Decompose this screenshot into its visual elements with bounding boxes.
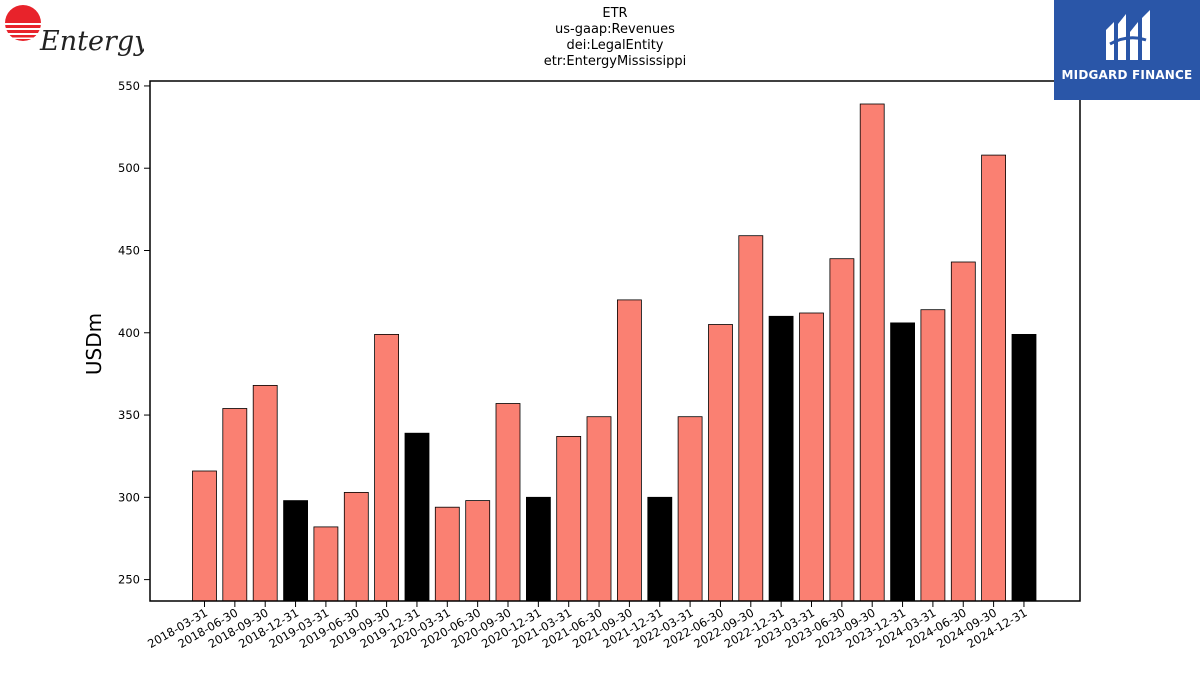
chart-title: ETR us-gaap:Revenues dei:LegalEntity etr… bbox=[415, 6, 815, 70]
y-tick-label-250: 250 bbox=[118, 573, 140, 587]
plot-frame bbox=[149, 80, 1081, 602]
bar-2020-06-30 bbox=[465, 500, 491, 602]
x-axis: 2018-03-312018-06-302018-09-302018-12-31… bbox=[145, 601, 1029, 651]
y-tick-label-350: 350 bbox=[118, 408, 140, 422]
bar-2023-06-30 bbox=[829, 258, 855, 602]
bar-2021-06-30 bbox=[586, 416, 612, 602]
bar-2019-06-30 bbox=[343, 491, 369, 602]
y-tick-label-500: 500 bbox=[118, 161, 140, 175]
bar-2018-12-31 bbox=[283, 500, 309, 602]
bar-2019-12-31 bbox=[404, 432, 430, 602]
title-line-1: ETR bbox=[602, 6, 628, 21]
title-line-2: us-gaap:Revenues bbox=[555, 22, 675, 37]
y-tick-label-450: 450 bbox=[118, 243, 140, 257]
y-axis: 250 300 350 400 450 500 550 bbox=[118, 79, 150, 587]
bar-2022-03-31 bbox=[677, 416, 703, 602]
bar-2019-03-31 bbox=[313, 526, 339, 602]
bar-2024-03-31 bbox=[920, 309, 946, 602]
bar-2021-12-31 bbox=[647, 496, 673, 602]
bar-2024-06-30 bbox=[950, 261, 976, 602]
y-tick-label-550: 550 bbox=[118, 79, 140, 93]
bar-2022-12-31 bbox=[768, 315, 794, 602]
midgard-logo-icon bbox=[1106, 10, 1150, 60]
bar-2024-12-31 bbox=[1011, 333, 1037, 602]
bar-2020-03-31 bbox=[434, 506, 460, 602]
midgard-finance-wordmark: MIDGARD FINANCE bbox=[1061, 68, 1193, 82]
bar-2018-03-31 bbox=[192, 470, 217, 602]
bar-2023-03-31 bbox=[799, 312, 824, 602]
title-line-3: dei:LegalEntity bbox=[566, 38, 664, 53]
bar-2019-09-30 bbox=[374, 333, 400, 602]
bar-2018-06-30 bbox=[222, 408, 248, 602]
title-line-4: etr:EntergyMississippi bbox=[543, 54, 687, 69]
bar-2021-09-30 bbox=[617, 299, 642, 602]
bar-2023-09-30 bbox=[859, 103, 885, 602]
entergy-sun-logo-icon: Entergy bbox=[5, 5, 150, 57]
entergy-wordmark: Entergy bbox=[39, 26, 144, 57]
y-tick-label-400: 400 bbox=[118, 326, 140, 340]
bar-2024-09-30 bbox=[981, 154, 1006, 602]
bar-2022-06-30 bbox=[708, 324, 733, 602]
y-axis-label: USDm bbox=[82, 312, 106, 376]
bar-2020-09-30 bbox=[495, 403, 521, 602]
bars-group bbox=[192, 103, 1037, 602]
midgard-finance-logo: MIDGARD FINANCE bbox=[1054, 0, 1200, 100]
y-tick-label-300: 300 bbox=[118, 490, 140, 504]
bar-2020-12-31 bbox=[526, 496, 551, 602]
bar-2018-09-30 bbox=[252, 384, 278, 602]
y-axis-label-box: USDm bbox=[72, 312, 116, 376]
bar-2023-12-31 bbox=[890, 322, 915, 602]
entergy-logo: Entergy bbox=[4, 4, 150, 58]
bar-2022-09-30 bbox=[738, 235, 764, 602]
bar-2021-03-31 bbox=[556, 435, 582, 602]
